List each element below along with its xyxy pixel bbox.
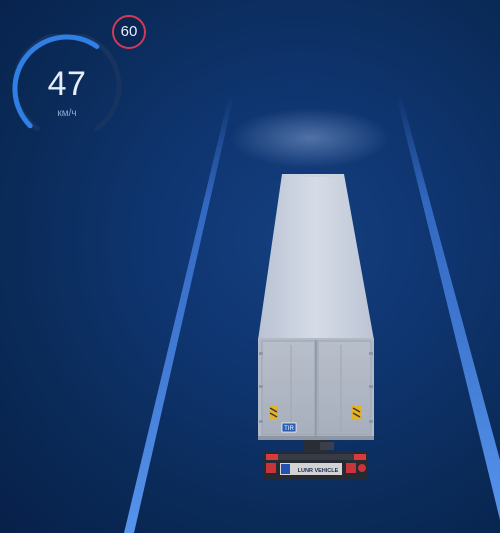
rear-plate-label: LUNR VEHICLE (298, 468, 339, 474)
lane-line-right (396, 95, 500, 520)
tir-plate-label: TIR (284, 426, 294, 432)
speedometer: 47 км/ч (12, 34, 122, 144)
truck-trailer: TIR LUNR VEHICLE (258, 174, 374, 480)
lane-line-left (124, 95, 234, 533)
speed-limit-sign: 60 (112, 15, 146, 49)
current-speed: 47 (47, 65, 87, 103)
tir-plate (281, 422, 297, 433)
speed-unit: км/ч (57, 108, 77, 119)
truck-glow (230, 108, 390, 168)
rear-plate (280, 463, 342, 475)
speed-gauge (12, 34, 122, 132)
speed-gauge-fill (12, 34, 100, 129)
